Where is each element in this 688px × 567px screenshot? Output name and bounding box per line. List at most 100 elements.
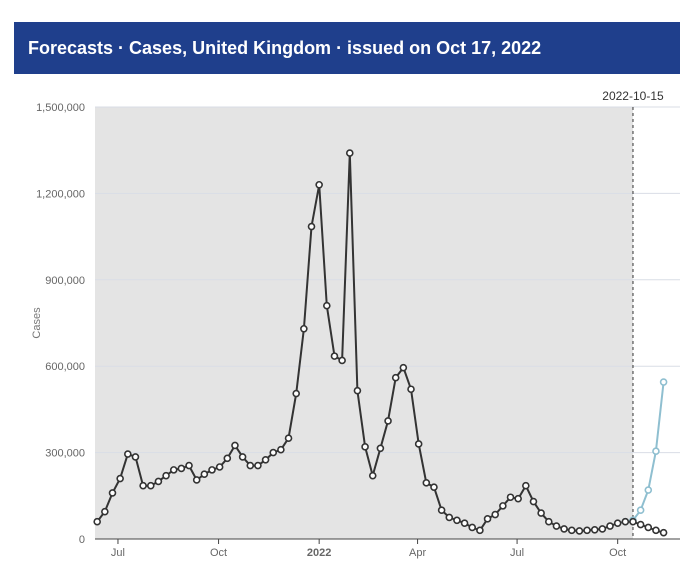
- x-tick-label: Jul: [510, 547, 524, 559]
- y-tick-label: 1,500,000: [36, 102, 85, 114]
- observed-data-point: [391, 373, 400, 382]
- observed-data-point: [292, 389, 300, 398]
- observed-data-point: [330, 352, 339, 360]
- forecast-data-point: [659, 378, 668, 386]
- observed-data-point: [445, 513, 454, 522]
- observed-data-point: [368, 471, 377, 480]
- observed-data-point: [514, 494, 522, 503]
- observed-data-point: [453, 516, 461, 525]
- observed-data-point: [108, 489, 117, 497]
- observed-data-point: [338, 356, 346, 365]
- observed-data-point: [652, 526, 660, 535]
- observed-data-point: [231, 441, 239, 450]
- observed-data-point: [361, 443, 369, 451]
- gridlines: [95, 106, 680, 454]
- observed-data-point: [476, 526, 484, 535]
- observed-data-point: [437, 506, 446, 515]
- observed-data-point: [460, 519, 469, 527]
- observed-data-point: [636, 520, 645, 529]
- observed-data-point: [200, 470, 209, 479]
- observed-data-point: [629, 517, 637, 526]
- x-tick-label: Oct: [210, 547, 227, 559]
- y-tick-label: 300,000: [45, 448, 85, 460]
- observed-data-point: [315, 180, 323, 189]
- x-tick-label: Oct: [609, 547, 626, 559]
- observed-data-point: [238, 453, 247, 461]
- observed-data-point: [215, 463, 224, 471]
- observed-data-point: [261, 455, 270, 464]
- observed-data-point: [192, 476, 201, 484]
- observed-data-point: [621, 517, 630, 526]
- observed-data-point: [93, 517, 101, 526]
- observed-data-point: [414, 440, 423, 448]
- observed-data-point: [384, 417, 392, 425]
- observed-data-point: [544, 517, 553, 526]
- observed-data-point: [208, 466, 216, 474]
- forecast-data-point: [636, 506, 645, 515]
- forecast-date-label: 2022-10-15: [602, 89, 664, 103]
- observed-data-point: [552, 522, 561, 530]
- observed-data-point: [254, 461, 262, 470]
- observed-data-point: [407, 385, 415, 394]
- observed-data-point: [300, 324, 308, 333]
- observed-data-point: [506, 493, 515, 502]
- observed-data-point: [246, 461, 255, 470]
- observed-data-point: [598, 525, 607, 533]
- observed-data-point: [491, 510, 500, 519]
- observed-data-point: [139, 481, 147, 490]
- observed-data-point: [116, 474, 124, 483]
- series-layer: [93, 149, 668, 537]
- observed-data-point: [269, 448, 278, 457]
- observed-data-point: [169, 466, 178, 474]
- observed-data-point: [399, 363, 408, 372]
- observed-data-point: [277, 445, 285, 454]
- observed-data-point: [124, 450, 132, 458]
- observed-data-point: [644, 523, 653, 532]
- y-axis-ticks: 0 300,000 600,000 900,000 1,200,000 1,500,000: [36, 102, 85, 546]
- observed-data-point: [177, 464, 186, 473]
- forecast-data-point: [644, 486, 653, 494]
- observed-data-point: [529, 497, 538, 506]
- observed-data-point: [522, 481, 530, 490]
- header-title: Forecasts · Cases, United Kingdom · issu…: [28, 37, 542, 58]
- observed-data-point: [468, 523, 477, 532]
- y-tick-label: 600,000: [45, 361, 85, 373]
- observed-data-point: [606, 522, 614, 530]
- x-axis-ticks: Jul Oct 2022 Apr Jul Oct: [111, 539, 626, 559]
- observed-data-point: [185, 461, 193, 470]
- x-tick-label: Jul: [111, 547, 125, 559]
- observed-data-point: [537, 509, 545, 517]
- pre-forecast-shaded-region: [95, 107, 633, 539]
- observed-data-point: [659, 528, 668, 537]
- observed-data-point: [567, 526, 576, 535]
- observed-data-point: [353, 386, 362, 395]
- observed-data-point: [613, 519, 622, 527]
- y-axis-label: Cases: [31, 307, 43, 339]
- x-tick-label: 2022: [307, 547, 331, 559]
- forecast-data-point: [652, 447, 660, 455]
- observed-data-point: [345, 149, 354, 157]
- observed-data-point: [154, 477, 163, 486]
- observed-data-point: [223, 454, 232, 463]
- observed-data-point: [575, 527, 584, 535]
- observed-data-point: [376, 444, 385, 453]
- observed-data-point: [131, 453, 140, 461]
- chart-header: Forecasts · Cases, United Kingdom · issu…: [14, 22, 680, 74]
- observed-data-point: [323, 301, 331, 310]
- observed-data-point: [590, 525, 599, 534]
- observed-data-point: [499, 502, 507, 510]
- observed-data-point: [583, 526, 591, 535]
- observed-data-point: [430, 483, 438, 491]
- observed-data-point: [162, 471, 170, 480]
- observed-data-point: [483, 515, 492, 523]
- x-tick-label: Apr: [409, 547, 426, 559]
- observed-data-point: [101, 507, 109, 516]
- y-tick-label: 0: [79, 534, 85, 546]
- y-tick-label: 900,000: [45, 275, 85, 287]
- observed-data-point: [307, 222, 316, 231]
- observed-data-point: [146, 481, 155, 490]
- observed-data-point: [422, 479, 431, 487]
- y-tick-label: 1,200,000: [36, 188, 85, 200]
- observed-data-point: [560, 525, 568, 533]
